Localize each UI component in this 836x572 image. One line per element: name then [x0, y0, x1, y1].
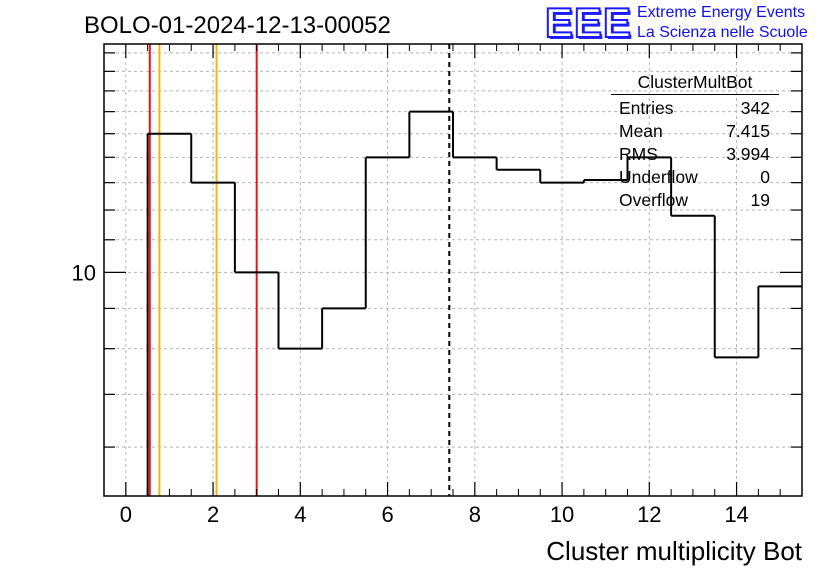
- x-tick-label: 4: [294, 502, 306, 527]
- x-tick-label: 10: [550, 502, 574, 527]
- eee-logo: EEE Extreme Energy Events La Scienza nel…: [544, 0, 835, 48]
- stats-row-mean: Mean 7.415: [611, 120, 779, 143]
- stats-label: Underflow: [619, 167, 698, 187]
- x-axis-label: Cluster multiplicity Bot: [546, 536, 803, 566]
- logo-subtitle-line1: Extreme Energy Events: [637, 4, 806, 21]
- x-tick-label: 2: [207, 502, 219, 527]
- stats-row-entries: Entries 342: [611, 97, 779, 120]
- stats-value: 3.994: [726, 144, 770, 164]
- vertical-lines: [148, 44, 451, 496]
- stats-row-rms: RMS 3.994: [611, 143, 779, 166]
- chart-title: BOLO-01-2024-12-13-00052: [84, 12, 391, 39]
- stats-title: ClusterMultBot: [611, 72, 779, 95]
- y-tick-label: 10: [72, 260, 96, 285]
- stats-value: 342: [740, 98, 770, 118]
- x-tick-label: 0: [120, 502, 132, 527]
- x-tick-label: 6: [381, 502, 393, 527]
- stats-value: 0: [760, 167, 770, 187]
- logo-subtitle-line2: La Scienza nelle Scuole: [637, 24, 808, 41]
- stats-label: Overflow: [619, 190, 689, 210]
- stats-value: 7.415: [726, 121, 770, 141]
- stats-box: ClusterMultBot Entries 342 Mean 7.415 RM…: [611, 72, 779, 212]
- stats-label: RMS: [619, 144, 658, 164]
- stats-value: 19: [750, 190, 770, 210]
- x-tick-label: 12: [637, 502, 661, 527]
- x-tick-labels: 0 2 4 6 8 10 12 14: [120, 502, 749, 527]
- histogram-bins: [146, 110, 802, 496]
- stats-row-underflow: Underflow 0: [611, 166, 779, 189]
- x-tick-label: 8: [469, 502, 481, 527]
- eee-logo-mark: EEE: [544, 0, 633, 46]
- stats-label: Mean: [619, 121, 663, 141]
- axis-ticks: [103, 44, 803, 496]
- stats-label: Entries: [619, 98, 674, 118]
- x-tick-label: 14: [724, 502, 748, 527]
- y-tick-labels: 10: [72, 260, 96, 285]
- stats-row-overflow: Overflow 19: [611, 189, 779, 212]
